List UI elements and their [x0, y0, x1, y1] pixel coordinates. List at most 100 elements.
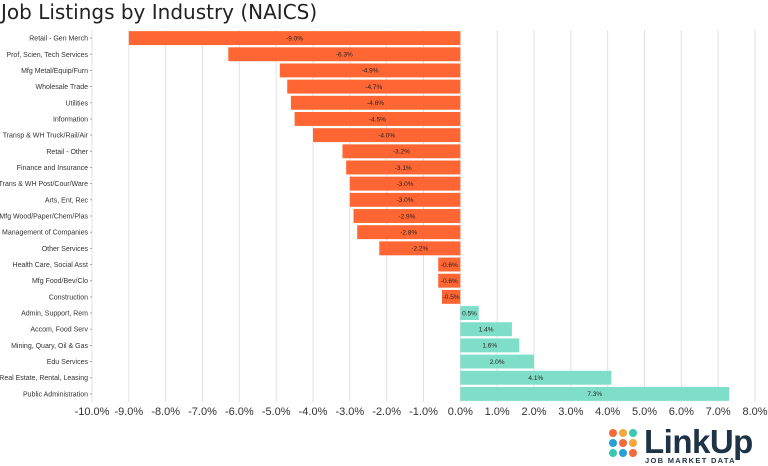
data-label: -0.6%: [441, 262, 458, 269]
category-label: Utilities: [65, 100, 88, 107]
logo-dots-icon: [609, 429, 637, 457]
category-label: Finance and Insurance: [17, 165, 88, 172]
bar: [346, 160, 461, 175]
x-tick-label: -8.0%: [151, 406, 180, 418]
category-label: Mfg Metal/Equip/Furn: [21, 68, 88, 75]
category-label: Information: [53, 116, 88, 123]
logo-dot: [629, 449, 637, 457]
data-label: -4.6%: [367, 100, 384, 107]
category-label: Admin, Support, Rem: [21, 311, 88, 318]
data-label: 1.6%: [482, 343, 497, 350]
category-label: Construction: [49, 294, 88, 301]
data-label: -9.0%: [286, 35, 303, 42]
logo-dot: [629, 439, 637, 447]
data-label: -6.3%: [336, 52, 353, 59]
bar: [349, 176, 461, 191]
x-tick-labels: -10.0% -9.0% -8.0% -7.0% -6.0% -5.0% -4.0% -3.0…: [75, 406, 768, 418]
bar: [357, 225, 461, 240]
bar: [287, 79, 461, 94]
logo-dot: [619, 429, 627, 437]
data-label: -2.9%: [398, 213, 415, 220]
category-label: Health Care, Social Asst: [13, 262, 89, 269]
category-label: Prof, Scien, Tech Services: [6, 52, 88, 59]
data-label: 0.5%: [462, 310, 477, 317]
category-label: Other Services: [42, 246, 89, 253]
category-label: Management of Companies: [2, 230, 88, 237]
category-label: Trans & WH Post/Cour/Ware: [0, 181, 88, 188]
bar: [438, 257, 461, 272]
data-label: -2.8%: [400, 229, 417, 236]
x-tick-label: -7.0%: [188, 406, 217, 418]
data-label: -4.0%: [378, 132, 395, 139]
bar: [438, 273, 461, 288]
data-label: -0.6%: [441, 278, 458, 285]
bar: [353, 209, 461, 223]
category-label: Real Estate, Rental, Leasing: [0, 375, 88, 382]
x-tick-label: 8.0%: [742, 406, 767, 418]
bar: [290, 95, 461, 110]
x-tick-label: 3.0%: [558, 406, 583, 418]
bar: [460, 338, 520, 353]
bar: [313, 128, 461, 143]
bar: [460, 306, 479, 320]
logo-dot: [609, 439, 617, 447]
category-label: Retail - Gen Merch: [29, 36, 88, 43]
linkup-logo: LinkUp JOB MARKET DATA: [608, 424, 764, 466]
logo-dot: [609, 429, 617, 437]
x-tick-label: -5.0%: [262, 406, 291, 418]
x-tick-label: -6.0%: [225, 406, 254, 418]
bar: [228, 47, 461, 62]
data-label: -4.9%: [362, 68, 379, 75]
bar: [460, 322, 512, 337]
bar: [460, 386, 730, 401]
bar: [294, 112, 461, 126]
logo-dot: [619, 449, 627, 457]
data-label: -4.5%: [369, 116, 386, 123]
logo-dot: [609, 449, 617, 457]
bar: [379, 241, 461, 256]
data-label: -3.1%: [395, 165, 412, 172]
category-label: Public Administration: [23, 391, 88, 398]
category-label: Transp & WH Truck/Rail/Air: [3, 133, 89, 140]
data-label: 2.0%: [490, 359, 505, 366]
data-label: -3.2%: [393, 149, 410, 156]
category-label: Mining, Quary, Oil & Gas: [11, 343, 88, 350]
logo-tagline: JOB MARKET DATA: [645, 456, 736, 465]
x-tick-label: 6.0%: [669, 406, 694, 418]
bar: [279, 63, 461, 78]
bar: [349, 192, 461, 207]
category-label: Mfg Wood/Paper/Chem/Plas: [0, 214, 88, 221]
x-tick-label: -4.0%: [299, 406, 328, 418]
category-label: Accom, Food Serv: [30, 327, 88, 334]
category-labels: Retail - Gen Merch Prof, Scien, Tech Serv…: [0, 36, 92, 398]
data-label: -4.7%: [365, 84, 382, 91]
x-tick-label: -3.0%: [335, 406, 364, 418]
logo-name: LinkUp: [644, 423, 753, 460]
x-tick-label: 5.0%: [632, 406, 657, 418]
x-tick-label: -9.0%: [114, 406, 143, 418]
category-label: Wholesale Trade: [35, 84, 88, 91]
bar: [460, 354, 534, 369]
bars: -9.0% -6.3% -4.9% -4.7% -4.6% -4.5% -4.0% -3.2%…: [128, 31, 730, 401]
x-tick-label: -2.0%: [372, 406, 401, 418]
category-label: Edu Services: [47, 359, 89, 366]
data-label: -2.2%: [411, 246, 428, 253]
category-label: Arts, Ent, Rec: [45, 197, 89, 204]
x-tick-label: 7.0%: [706, 406, 731, 418]
x-tick-label: 2.0%: [521, 406, 546, 418]
x-tick-label: -1.0%: [409, 406, 438, 418]
x-tick-label: 0.0%: [448, 406, 473, 418]
x-tick-label: 1.0%: [485, 406, 510, 418]
category-label: Mfg Food/Bev/Clo: [32, 278, 88, 285]
data-label: -3.0%: [397, 181, 414, 188]
category-label: Retail - Other: [46, 149, 88, 156]
data-label: 7.3%: [587, 391, 602, 398]
data-label: -0.5%: [443, 294, 460, 301]
data-label: -3.0%: [397, 197, 414, 204]
logo-dot: [619, 439, 627, 447]
logo-dot: [629, 429, 637, 437]
x-tick-label: -10.0%: [75, 406, 110, 418]
chart-title: Job Listings by Industry (NAICS): [1, 0, 318, 24]
bar: [460, 370, 612, 385]
